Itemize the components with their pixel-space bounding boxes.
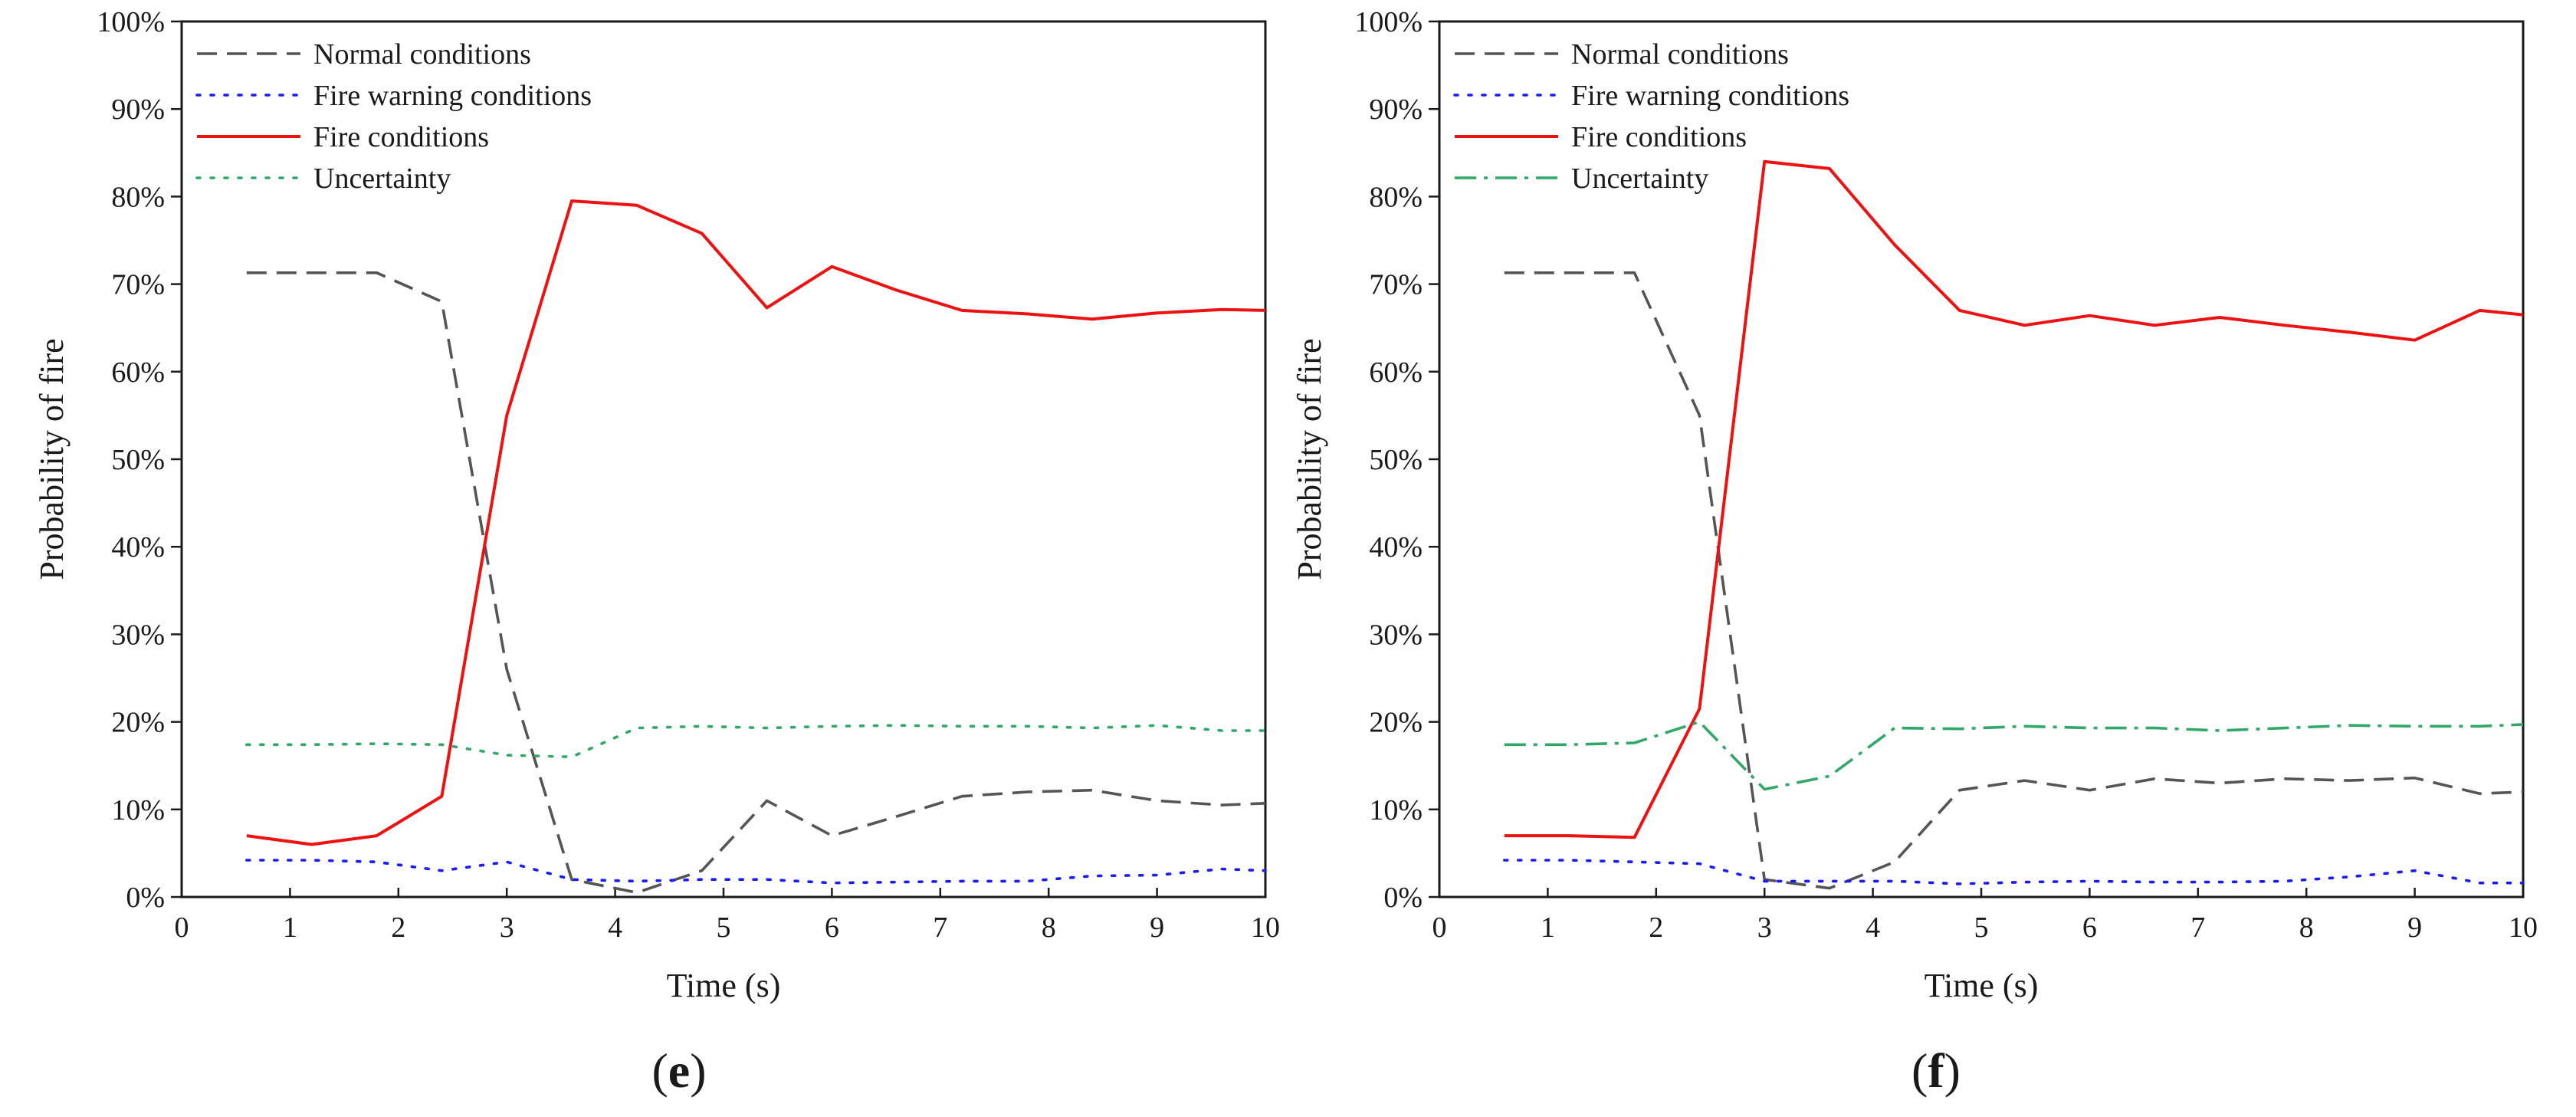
x-tick-label: 3 — [500, 912, 514, 944]
panel-paren-close: ) — [690, 1043, 706, 1098]
y-tick-label: 40% — [111, 531, 165, 563]
y-axis-title: Probability of fire — [33, 338, 71, 580]
legend-label: Uncertainty — [1571, 163, 1708, 195]
y-tick-label: 70% — [111, 269, 165, 301]
legend-label: Uncertainty — [313, 163, 451, 195]
x-axis-title: Time (s) — [667, 967, 781, 1004]
y-tick-label: 50% — [1369, 444, 1423, 476]
legend-label: Normal conditions — [313, 38, 531, 71]
y-tick-label: 90% — [1369, 94, 1423, 126]
x-tick-label: 2 — [1649, 912, 1663, 944]
panel-caption: (e) — [651, 1043, 706, 1098]
y-tick-label: 20% — [1369, 707, 1423, 739]
x-tick-label: 7 — [2190, 912, 2205, 944]
series-line-uncertainty — [1504, 720, 2524, 791]
x-tick-label: 7 — [933, 912, 947, 944]
legend-label: Fire warning conditions — [1571, 80, 1849, 112]
panel-letter: f — [1928, 1043, 1944, 1098]
y-tick-label: 30% — [1369, 619, 1423, 651]
series-line-fire-conditions — [1504, 159, 2524, 839]
series-line-normal-conditions — [1504, 271, 2524, 890]
x-tick-label: 4 — [1866, 912, 1880, 944]
series-line-fire-warning-conditions — [244, 859, 1267, 885]
y-tick-label: 40% — [1369, 531, 1423, 563]
x-tick-label: 9 — [1150, 912, 1164, 944]
y-tick-label: 30% — [111, 619, 165, 651]
series-line-normal-conditions — [246, 271, 1266, 895]
panel-paren-open: ( — [1911, 1043, 1928, 1098]
y-tick-label: 80% — [111, 181, 165, 213]
legend-label: Fire warning conditions — [313, 80, 592, 112]
y-tick-label: 60% — [1369, 356, 1423, 389]
x-tick-label: 5 — [717, 912, 731, 944]
x-tick-label: 6 — [2082, 912, 2097, 944]
x-axis-title: Time (s) — [1925, 967, 2039, 1004]
x-tick-label: 10 — [2509, 912, 2538, 944]
x-tick-label: 8 — [2299, 912, 2314, 944]
x-tick-label: 0 — [1432, 912, 1447, 944]
legend-label: Fire conditions — [1571, 121, 1747, 153]
y-tick-label: 60% — [111, 356, 165, 389]
legend-label: Fire conditions — [313, 121, 489, 153]
chart-panel-f: 0 1 2 3 4 5 6 7 8 9 100%10%20%30%40%50%60%70%80%90… — [1291, 6, 2538, 1098]
y-tick-label: 0% — [126, 882, 165, 914]
x-tick-label: 6 — [825, 912, 839, 944]
y-tick-label: 20% — [111, 707, 165, 739]
y-tick-label: 100% — [1354, 6, 1423, 38]
x-tick-label: 1 — [1541, 912, 1555, 944]
x-tick-label: 4 — [608, 912, 622, 944]
x-tick-label: 0 — [175, 912, 189, 944]
y-tick-label: 0% — [1383, 882, 1423, 914]
y-tick-label: 10% — [111, 794, 165, 826]
panel-letter: e — [668, 1043, 690, 1098]
y-tick-label: 100% — [97, 6, 165, 38]
x-tick-label: 3 — [1757, 912, 1772, 944]
series-line-uncertainty — [244, 724, 1267, 759]
y-tick-label: 50% — [111, 444, 165, 476]
series-line-fire-conditions — [246, 199, 1266, 846]
x-tick-label: 8 — [1042, 912, 1056, 944]
y-axis-title: Probability of fire — [1291, 338, 1328, 580]
x-tick-label: 2 — [391, 912, 405, 944]
panel-paren-close: ) — [1944, 1043, 1961, 1098]
x-tick-label: 10 — [1251, 912, 1280, 944]
y-tick-label: 70% — [1369, 269, 1423, 301]
y-tick-label: 80% — [1369, 181, 1423, 213]
x-tick-label: 9 — [2407, 912, 2422, 944]
y-tick-label: 10% — [1369, 794, 1423, 826]
panel-caption: (f) — [1911, 1043, 1961, 1098]
chart-panel-e: 0 1 2 3 4 5 6 7 8 9 100%10%20%30%40%50%60%70%80%90… — [33, 6, 1280, 1098]
x-tick-label: 5 — [1974, 912, 1989, 944]
panel-paren-open: ( — [651, 1043, 668, 1098]
series-line-fire-warning-conditions — [1503, 859, 2525, 885]
legend-label: Normal conditions — [1571, 38, 1789, 71]
x-tick-label: 1 — [283, 912, 297, 944]
y-tick-label: 90% — [111, 94, 165, 126]
